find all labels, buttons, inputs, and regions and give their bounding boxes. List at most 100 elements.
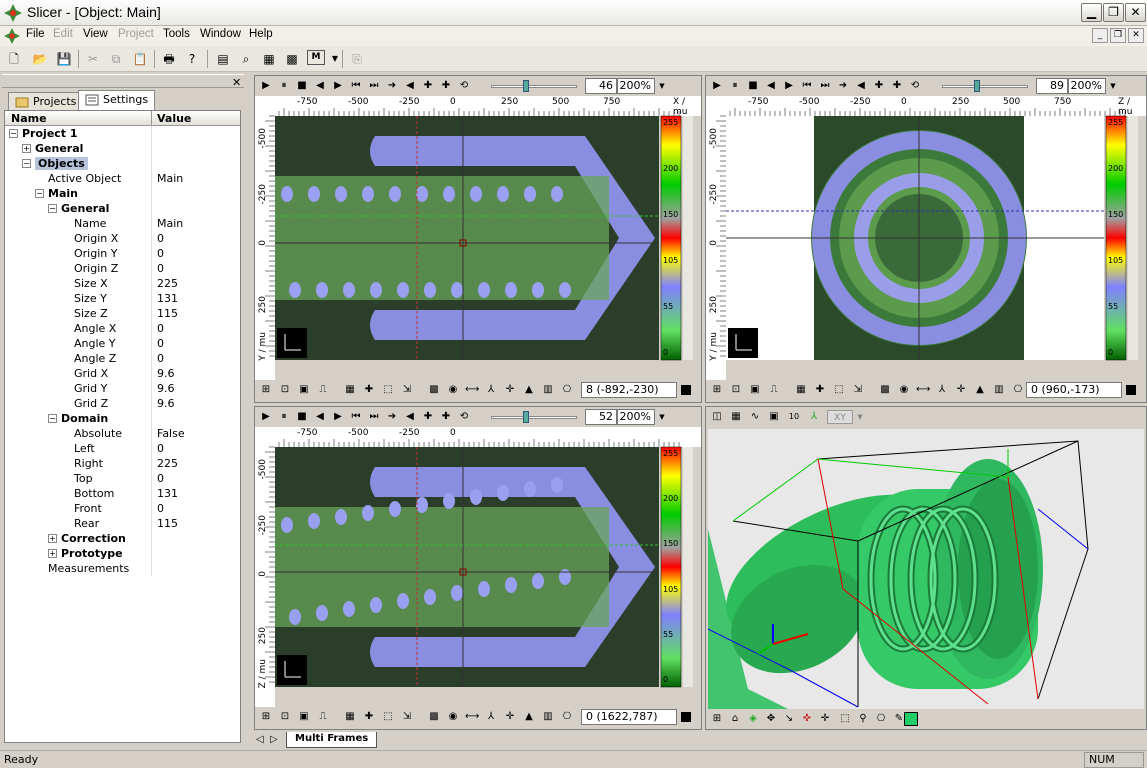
color-swatch-icon[interactable] [681,385,691,395]
resize-icon[interactable]: ⇲ [402,384,412,395]
step-back-icon[interactable]: ◀ [316,411,324,422]
expand-toggle-icon[interactable]: − [48,204,57,213]
add-icon[interactable]: ⊞ [712,713,722,724]
curve-icon[interactable]: ↘ [784,713,794,724]
slice-slider-thumb[interactable] [974,80,980,92]
tree-row[interactable]: + General [5,141,240,156]
measure-icon[interactable]: ⟷ [465,711,480,722]
color-swatch-icon[interactable] [904,712,918,726]
reset-icon[interactable]: ⟲ [459,411,469,422]
select-icon[interactable]: ⬚ [383,384,393,395]
mask-icon[interactable]: ⎍ [319,384,327,395]
cross-icon[interactable]: ✚ [815,384,825,395]
menu-edit[interactable]: Edit [53,28,73,40]
first-frame-icon[interactable]: ⏮ [351,80,361,91]
chevron-down-icon[interactable]: ▼ [659,82,665,90]
tree-row[interactable]: Top 0 [5,471,240,486]
paint-icon[interactable]: ✎ [894,713,904,724]
prev-icon[interactable]: ◀ [406,80,414,91]
tree-row[interactable]: Angle Y 0 [5,336,240,351]
histogram-icon[interactable]: ▥ [543,384,553,395]
cursor-icon[interactable]: ✛ [956,384,966,395]
tree-row[interactable]: + Prototype [5,546,240,561]
first-frame-icon[interactable]: ⏮ [802,80,812,91]
3d-render-canvas[interactable] [708,429,1144,709]
menu-help[interactable]: Help [249,28,273,40]
menu-tools[interactable]: Tools [163,28,190,40]
axes-icon[interactable]: ⅄ [487,384,495,395]
select-icon[interactable]: ⬚ [840,713,850,724]
histogram-icon[interactable]: ▥ [994,384,1004,395]
tree-row[interactable]: Origin X 0 [5,231,240,246]
tree-row-value[interactable]: 0 [157,262,164,275]
document-icon[interactable] [4,28,20,44]
tree-row-value[interactable]: False [157,427,185,440]
play-icon[interactable]: ▶ [262,411,270,422]
axes-icon[interactable]: ⅄ [487,711,495,722]
pause-icon[interactable]: ⏸ [281,411,287,422]
add-icon[interactable]: ⊞ [712,384,722,395]
play-icon[interactable]: ▶ [262,80,270,91]
tree-row-value[interactable]: 225 [157,457,178,470]
up-icon[interactable]: ▲ [525,384,533,395]
chevron-down-icon[interactable]: ▼ [1110,82,1116,90]
tree-row[interactable]: Size Y 131 [5,291,240,306]
zoom-field[interactable]: 200% [617,78,655,94]
tree-row-value[interactable]: Main [157,217,184,230]
chevron-down-icon[interactable]: ▼ [331,54,339,63]
tree-row-value[interactable]: 0 [157,322,164,335]
expand-toggle-icon[interactable]: − [22,159,31,168]
layout-icon[interactable]: ▤ [217,52,229,66]
tree-row-value[interactable]: 0 [157,337,164,350]
step-forward-icon[interactable]: ▶ [785,80,793,91]
slice-slider-track[interactable] [491,85,577,88]
resize-icon[interactable]: ⇲ [853,384,863,395]
add-marker-icon[interactable]: ✚ [423,80,433,91]
tree-row[interactable]: − Main [5,186,240,201]
camera-icon[interactable]: ⎔ [1013,384,1023,395]
target-icon[interactable]: ◉ [899,384,909,395]
stop-icon[interactable]: ■ [748,80,758,91]
tree-row[interactable]: − General [5,201,240,216]
slice-number-field[interactable]: 46 [585,78,617,94]
last-frame-icon[interactable]: ⏭ [369,80,379,91]
slice-slider-thumb[interactable] [523,411,529,423]
first-frame-icon[interactable]: ⏮ [351,411,361,422]
cross-icon[interactable]: ✚ [364,711,374,722]
pan-icon[interactable]: ✥ [766,713,776,724]
remove-marker-icon[interactable]: ✚ [441,411,451,422]
cut-icon[interactable]: ✂ [87,52,99,66]
tree-row[interactable]: Active Object Main [5,171,240,186]
help-icon[interactable]: ? [188,52,196,66]
cursor-icon[interactable]: ✛ [505,711,515,722]
reset-icon[interactable]: ⟲ [910,80,920,91]
prev-icon[interactable]: ◀ [857,80,865,91]
reset-icon[interactable]: ⟲ [459,80,469,91]
layers-icon[interactable]: ▣ [769,411,779,422]
transform-icon[interactable]: ⚲ [859,713,867,724]
tree-row[interactable]: Rear 115 [5,516,240,531]
target-icon[interactable]: ◉ [448,711,458,722]
cube-icon[interactable]: ◈ [749,713,757,724]
axes-icon[interactable]: ⅄ [810,411,818,422]
tree-row[interactable]: Size X 225 [5,276,240,291]
step-forward-icon[interactable]: ▶ [334,411,342,422]
add-marker-icon[interactable]: ✚ [874,80,884,91]
select-icon[interactable]: ⬚ [834,384,844,395]
property-tree[interactable]: Name Value − Project 1 + General − Objects Act… [4,110,241,743]
histogram-icon[interactable]: ▥ [543,711,553,722]
print-icon[interactable]: 🖶 [163,52,175,66]
tree-row-value[interactable]: 131 [157,292,178,305]
grid-icon[interactable]: ▩ [286,52,298,66]
chevron-down-icon[interactable]: ▼ [857,413,863,421]
tree-row-value[interactable]: 115 [157,307,178,320]
slice-canvas[interactable] [255,427,701,707]
pattern-icon[interactable]: ▩ [880,384,890,395]
tree-row[interactable]: Bottom 131 [5,486,240,501]
tree-row[interactable]: Measurements [5,561,240,576]
next-icon[interactable]: ➜ [838,80,848,91]
next-icon[interactable]: ➜ [387,80,397,91]
tree-row-value[interactable]: 0 [157,232,164,245]
mask-icon[interactable]: ⎍ [770,384,778,395]
tree-row-value[interactable]: 9.6 [157,382,175,395]
